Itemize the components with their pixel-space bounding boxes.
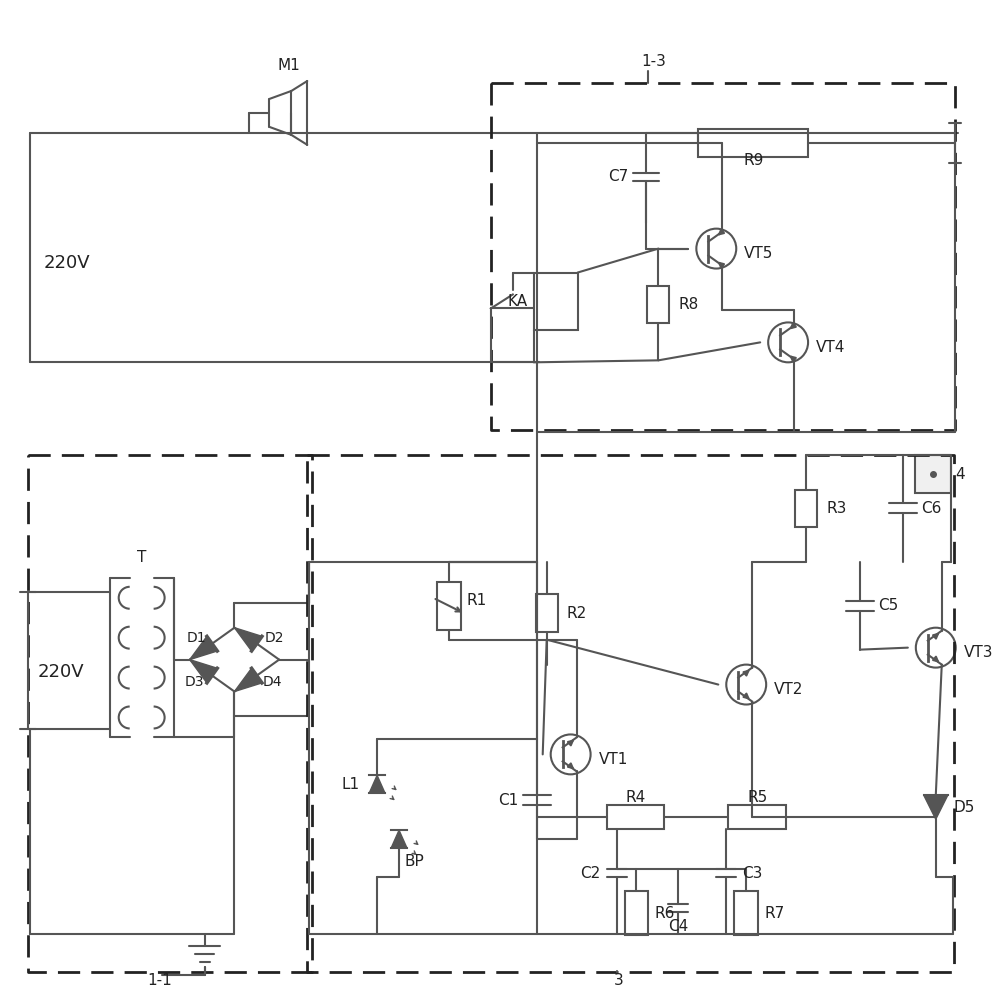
Polygon shape xyxy=(190,636,218,660)
Text: VT5: VT5 xyxy=(745,246,773,261)
Bar xyxy=(915,455,951,493)
Bar xyxy=(699,129,808,157)
Text: VT4: VT4 xyxy=(816,340,845,355)
Bar xyxy=(625,891,649,935)
Text: 4: 4 xyxy=(956,467,965,482)
Text: 1-1: 1-1 xyxy=(148,973,173,988)
Text: BP: BP xyxy=(404,854,424,869)
Bar xyxy=(607,805,665,829)
Text: D1: D1 xyxy=(187,631,207,645)
Text: D4: D4 xyxy=(262,675,282,689)
Text: R7: R7 xyxy=(764,906,784,921)
Text: R1: R1 xyxy=(467,593,487,608)
Text: 220V: 220V xyxy=(44,254,91,272)
Polygon shape xyxy=(924,795,948,819)
Polygon shape xyxy=(369,775,385,793)
Text: M1: M1 xyxy=(277,58,300,73)
Text: KA: KA xyxy=(508,294,528,309)
Text: D2: D2 xyxy=(264,631,284,645)
Text: C7: C7 xyxy=(608,169,629,184)
Polygon shape xyxy=(235,628,262,651)
Text: C3: C3 xyxy=(743,866,762,881)
Text: C2: C2 xyxy=(580,866,601,881)
Text: VT2: VT2 xyxy=(774,682,803,697)
Text: D5: D5 xyxy=(954,800,975,815)
Polygon shape xyxy=(235,668,262,692)
Text: 220V: 220V xyxy=(38,663,85,681)
Bar xyxy=(795,490,817,527)
Bar xyxy=(735,891,758,935)
Text: R5: R5 xyxy=(748,790,767,805)
Text: R8: R8 xyxy=(679,297,699,312)
Polygon shape xyxy=(391,830,407,848)
Text: R3: R3 xyxy=(826,501,846,516)
Text: L1: L1 xyxy=(341,777,359,792)
Text: VT1: VT1 xyxy=(599,752,628,767)
Bar xyxy=(536,594,558,632)
Bar xyxy=(648,286,670,323)
Polygon shape xyxy=(190,660,218,683)
Bar xyxy=(534,273,578,330)
Text: C6: C6 xyxy=(921,501,941,516)
Text: C1: C1 xyxy=(499,793,519,808)
Text: 3: 3 xyxy=(614,973,624,988)
Text: R6: R6 xyxy=(655,906,675,921)
Text: D3: D3 xyxy=(185,675,205,689)
Text: C5: C5 xyxy=(878,598,898,613)
Text: T: T xyxy=(137,550,147,565)
Text: R9: R9 xyxy=(744,153,763,168)
Bar xyxy=(729,805,786,829)
Text: C4: C4 xyxy=(669,919,689,934)
Text: VT3: VT3 xyxy=(964,645,993,660)
Text: 1-3: 1-3 xyxy=(641,54,666,69)
Text: R4: R4 xyxy=(626,790,646,805)
Text: R2: R2 xyxy=(567,606,587,621)
Bar xyxy=(437,582,461,630)
